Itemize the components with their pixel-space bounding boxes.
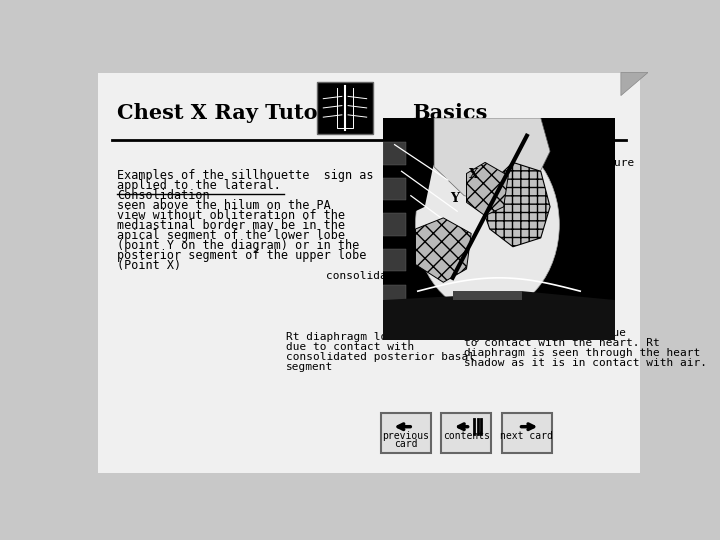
Text: applied to the lateral.: applied to the lateral. bbox=[117, 179, 281, 192]
Polygon shape bbox=[467, 163, 508, 215]
Polygon shape bbox=[434, 118, 550, 202]
Text: to contact with the heart. Rt: to contact with the heart. Rt bbox=[464, 338, 660, 348]
Text: segment: segment bbox=[286, 362, 333, 373]
Text: apical segment of the lower lobe: apical segment of the lower lobe bbox=[117, 229, 345, 242]
Bar bbox=[383, 178, 406, 200]
Text: consolidated posterior basal: consolidated posterior basal bbox=[286, 353, 475, 362]
Text: Rt diaphragm lost posteriorly: Rt diaphragm lost posteriorly bbox=[286, 333, 482, 342]
Text: X: X bbox=[469, 168, 479, 181]
Text: due to contact with: due to contact with bbox=[286, 342, 414, 353]
Bar bbox=[383, 143, 406, 165]
Bar bbox=[383, 213, 406, 235]
Ellipse shape bbox=[415, 136, 559, 313]
Text: Y: Y bbox=[450, 192, 459, 205]
Text: contents: contents bbox=[443, 431, 490, 441]
Polygon shape bbox=[453, 291, 522, 300]
Text: card: card bbox=[394, 440, 418, 449]
Text: consolidation: consolidation bbox=[326, 271, 420, 284]
Text: view without obliteration of the: view without obliteration of the bbox=[117, 209, 345, 222]
Text: heart: heart bbox=[511, 236, 567, 246]
Bar bbox=[502, 413, 552, 453]
Text: (point Y on the diagram) or in the: (point Y on the diagram) or in the bbox=[117, 239, 359, 252]
Text: agm lost anteriorly  due: agm lost anteriorly due bbox=[464, 328, 626, 338]
Bar bbox=[383, 285, 406, 307]
Polygon shape bbox=[383, 291, 615, 340]
Text: mediastinal border may be in the: mediastinal border may be in the bbox=[117, 219, 345, 232]
Text: shadow as it is in contact with air.: shadow as it is in contact with air. bbox=[464, 358, 706, 368]
Text: (Point X): (Point X) bbox=[117, 259, 181, 272]
Bar bbox=[317, 82, 373, 134]
Text: Basics: Basics bbox=[412, 103, 487, 123]
Text: Chest X Ray Tutorial: Chest X Ray Tutorial bbox=[117, 103, 359, 123]
Polygon shape bbox=[415, 218, 471, 282]
Bar bbox=[381, 413, 431, 453]
Text: previous: previous bbox=[382, 431, 429, 441]
Text: Examples of the sillhouette  sign as: Examples of the sillhouette sign as bbox=[117, 169, 374, 182]
Text: diaphragm is seen through the heart: diaphragm is seen through the heart bbox=[464, 348, 700, 358]
Text: seen above the hilum on the PA: seen above the hilum on the PA bbox=[117, 199, 331, 212]
Text: next card: next card bbox=[500, 431, 553, 441]
Text: Consolidation: Consolidation bbox=[117, 189, 210, 202]
Polygon shape bbox=[621, 72, 648, 96]
Polygon shape bbox=[383, 118, 487, 218]
Bar bbox=[383, 249, 406, 271]
Text: Oblique fissure: Oblique fissure bbox=[489, 158, 634, 179]
Polygon shape bbox=[480, 163, 550, 247]
Bar bbox=[441, 413, 492, 453]
Text: posterior segment of the upper lobe: posterior segment of the upper lobe bbox=[117, 249, 366, 262]
